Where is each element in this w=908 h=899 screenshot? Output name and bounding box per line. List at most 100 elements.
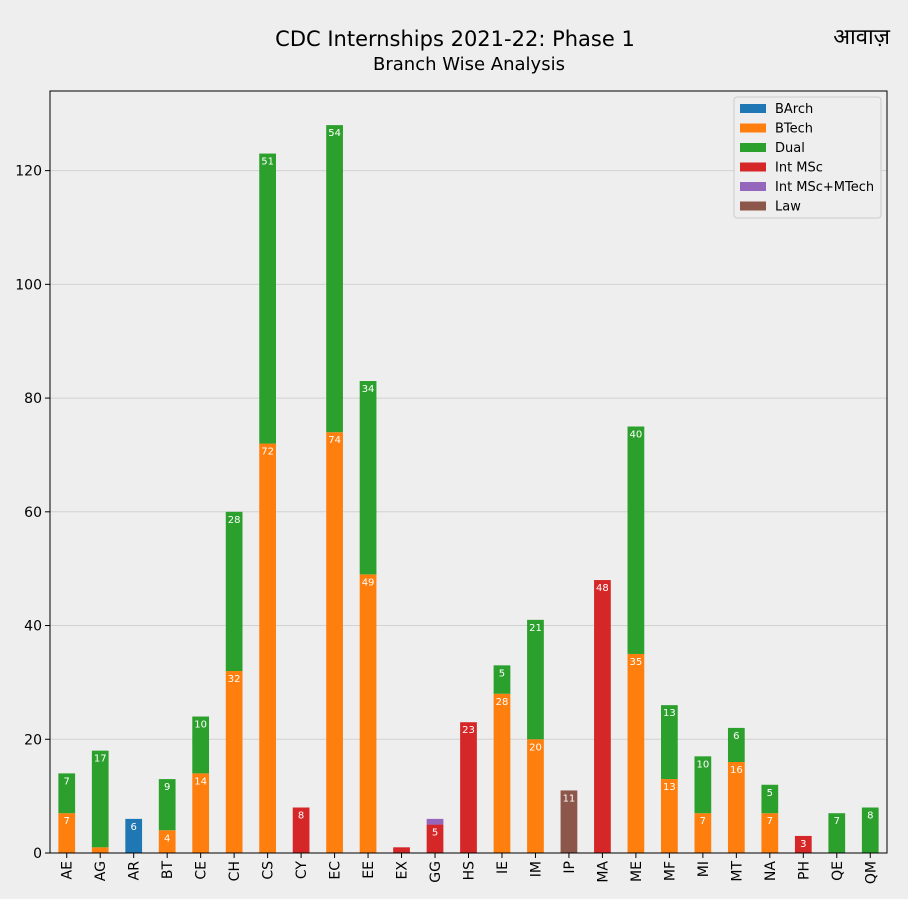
x-tick-label: BT: [160, 861, 176, 880]
bar-segment: [493, 693, 511, 853]
brand-logo: आवाज़: [833, 25, 890, 50]
x-tick-label: QE: [830, 861, 846, 881]
data-label: 23: [462, 725, 475, 736]
bar-segment: [627, 653, 645, 853]
data-label: 10: [696, 759, 709, 770]
y-tick-label: 40: [24, 619, 42, 635]
data-label: 35: [630, 657, 643, 668]
bar-segment: [225, 511, 243, 672]
x-tick-label: HS: [462, 861, 478, 881]
bar-segment: [460, 722, 477, 853]
data-label: 40: [630, 430, 643, 441]
x-tick-label: MF: [662, 861, 678, 881]
bar-segment: [259, 153, 276, 444]
data-label: 14: [194, 776, 207, 787]
data-label: 7: [834, 816, 840, 827]
data-label: 72: [261, 447, 274, 458]
legend-swatch: [740, 162, 766, 172]
data-label: 28: [228, 515, 241, 526]
x-tick-label: AE: [60, 861, 76, 879]
bar-segment: [828, 813, 846, 853]
bar-segment: [326, 125, 343, 433]
x-tick-label: ME: [629, 861, 645, 882]
y-tick-label: 0: [33, 846, 42, 862]
data-label: 8: [867, 811, 873, 822]
legend: BArch BTech Dual Int MSc Int MSc+MTech Law: [733, 96, 882, 219]
data-label: 10: [194, 720, 207, 731]
bar-segment: [58, 773, 76, 814]
bar-segment: [527, 619, 544, 740]
bar-segment: [359, 381, 377, 575]
bar-segment: [58, 813, 76, 853]
legend-swatch: [740, 104, 766, 113]
bar-segment: [158, 830, 176, 853]
chart-subtitle: Branch Wise Analysis: [373, 54, 565, 75]
x-tick-label: CY: [294, 861, 310, 880]
data-label: 7: [64, 776, 70, 787]
data-label: 48: [596, 583, 609, 594]
x-axis: AE AG AR BT CE CH CS CY EC EE EX GG HS IE IM IP MA ME MF MI…: [60, 853, 879, 884]
x-tick-label: EX: [395, 861, 411, 880]
data-label: 7: [64, 816, 70, 827]
x-tick-label: CH: [227, 861, 243, 881]
x-tick-label: MT: [729, 861, 745, 882]
data-label: 17: [94, 754, 107, 765]
x-tick-label: CS: [261, 861, 277, 880]
legend-label: BTech: [775, 122, 813, 137]
bar-segment: [158, 779, 176, 831]
x-tick-label: MI: [696, 861, 712, 877]
bar-segment: [727, 727, 745, 763]
x-tick-label: EC: [328, 861, 344, 880]
bar-segment: [527, 739, 544, 853]
data-label: 34: [362, 384, 375, 395]
x-tick-label: NA: [763, 861, 779, 881]
x-tick-label: GG: [428, 861, 444, 883]
data-label: 9: [164, 782, 170, 793]
data-label: 6: [733, 731, 739, 742]
data-label: 4: [164, 833, 170, 844]
y-tick-label: 20: [24, 732, 42, 748]
bar-segment: [326, 432, 343, 853]
bar-segment: [694, 756, 712, 814]
data-label: 13: [663, 708, 676, 719]
legend-label: Int MSc+MTech: [775, 180, 874, 195]
data-label: 11: [563, 793, 576, 804]
bar-segment: [91, 847, 109, 853]
legend-label: Dual: [775, 141, 805, 156]
legend-label: BArch: [775, 102, 813, 117]
bar-segment: [594, 580, 611, 853]
data-label: 7: [700, 816, 706, 827]
x-tick-label: EE: [361, 861, 377, 879]
bar-segment: [627, 426, 645, 654]
data-label: 51: [261, 157, 274, 168]
data-labels: 7717649141032287251874544934523285202111…: [64, 128, 874, 850]
data-label: 8: [298, 811, 304, 822]
data-label: 28: [496, 697, 509, 708]
data-label: 13: [663, 782, 676, 793]
bar-segment: [761, 813, 779, 853]
data-label: 5: [499, 668, 505, 679]
bar-segment: [259, 443, 276, 853]
y-tick-label: 100: [15, 277, 42, 293]
bar-segment: [794, 835, 812, 853]
y-axis: 0 20 40 60 80 100 120: [15, 164, 50, 862]
x-tick-label: AG: [93, 861, 109, 881]
data-label: 54: [328, 128, 341, 139]
data-label: 16: [730, 765, 743, 776]
bar-segment: [694, 813, 712, 853]
bar-segment: [761, 784, 779, 814]
data-label: 32: [228, 674, 241, 685]
bar-segment: [192, 716, 210, 774]
legend-label: Law: [775, 200, 801, 215]
data-label: 20: [529, 742, 542, 753]
plot-frame: [49, 90, 888, 854]
y-tick-label: 60: [24, 505, 42, 521]
x-tick-label: IE: [495, 861, 511, 874]
bar-segment: [560, 790, 578, 853]
x-tick-label: PH: [796, 861, 812, 880]
bar-segment: [359, 574, 377, 853]
bar-segment: [493, 665, 511, 694]
x-tick-label: IP: [562, 861, 578, 874]
x-tick-label: IM: [528, 861, 544, 877]
bar-segment: [727, 762, 745, 853]
